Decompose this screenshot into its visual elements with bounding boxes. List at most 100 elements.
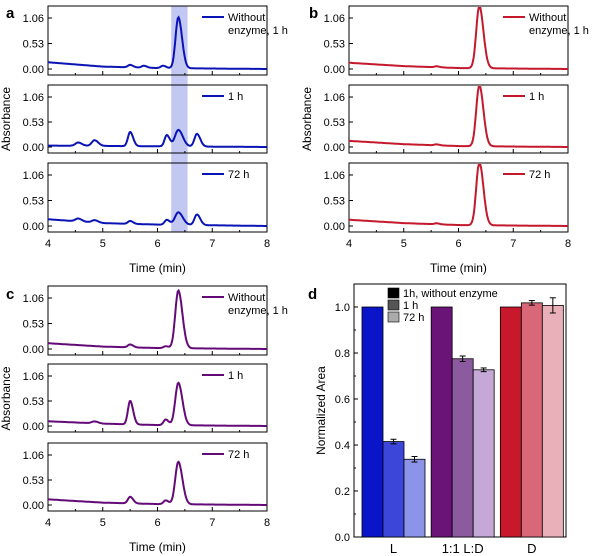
y-tick-label: 0.53 bbox=[324, 39, 345, 51]
panel-label: a bbox=[6, 5, 15, 22]
legend-label: 1 h bbox=[228, 370, 243, 382]
legend-label: 72 h bbox=[228, 449, 249, 461]
panel-label: d bbox=[308, 286, 317, 303]
y-tick-label: 0.00 bbox=[23, 421, 44, 433]
x-tick-label: 5 bbox=[100, 517, 106, 529]
bar bbox=[361, 306, 384, 538]
y-axis-title: Normalized Area bbox=[314, 366, 328, 455]
bar bbox=[430, 306, 453, 538]
y-tick-label: 0.53 bbox=[23, 396, 44, 408]
y-tick-label: 1.06 bbox=[23, 293, 44, 305]
y-tick-label: 0.53 bbox=[23, 319, 44, 331]
x-tick-label: 7 bbox=[209, 517, 215, 529]
x-tick-label: 8 bbox=[565, 238, 571, 250]
series-line bbox=[48, 15, 267, 70]
x-tick-label: 8 bbox=[264, 517, 270, 529]
series-line bbox=[48, 211, 267, 227]
x-tick-label: 7 bbox=[510, 238, 516, 250]
series-line bbox=[348, 164, 568, 227]
bar bbox=[520, 302, 543, 538]
series-line bbox=[48, 381, 267, 427]
legend-label: Without bbox=[228, 292, 265, 304]
x-tick-label: 6 bbox=[154, 517, 160, 529]
y-tick-label: 0.00 bbox=[23, 221, 44, 233]
y-tick-label: 1.06 bbox=[23, 450, 44, 462]
y-tick-label: 0.53 bbox=[324, 117, 345, 129]
y-tick-label: 0.00 bbox=[324, 64, 345, 76]
legend-label: enzyme, 1 h bbox=[228, 305, 288, 317]
y-tick-label: 0.4 bbox=[335, 440, 350, 452]
y-tick-label: 1.06 bbox=[23, 170, 44, 182]
y-tick-label: 0.00 bbox=[324, 142, 345, 154]
x-tick-label: 5 bbox=[401, 238, 407, 250]
subplot-2: 0.00 0.53 1.06 1 h bbox=[324, 84, 569, 154]
x-axis-title: Time (min) bbox=[430, 261, 487, 275]
legend-label: 1 h bbox=[228, 91, 243, 103]
y-tick-label: 1.06 bbox=[324, 92, 345, 104]
y-tick-label: 0.00 bbox=[23, 344, 44, 356]
legend-swatch bbox=[387, 299, 400, 311]
y-axis-title: Absorbance bbox=[0, 87, 13, 151]
panel-d: d 0.0 0.2 0.4 0.6 0.8 1.0 Normalized Area L 1:1 L… bbox=[308, 283, 567, 556]
series-line bbox=[47, 288, 267, 350]
legend-label: enzyme, 1 h bbox=[228, 25, 288, 37]
category-label: L bbox=[390, 541, 397, 556]
x-tick-label: 5 bbox=[100, 238, 106, 250]
y-tick-label: 1.06 bbox=[23, 92, 44, 104]
y-tick-label: 0.2 bbox=[335, 486, 350, 498]
legend-label: Without bbox=[529, 12, 566, 24]
category-label: D bbox=[527, 541, 536, 556]
subplot-3: 0.00 0.53 1.06 72 h bbox=[324, 162, 569, 233]
x-tick-label: 4 bbox=[45, 517, 51, 529]
y-tick-label: 0.53 bbox=[23, 475, 44, 487]
x-tick-label: 6 bbox=[455, 238, 461, 250]
series-line bbox=[348, 7, 568, 70]
highlight-band bbox=[171, 6, 188, 232]
bar bbox=[403, 458, 426, 538]
panel-label: b bbox=[309, 5, 318, 22]
series-line bbox=[47, 460, 267, 506]
y-axis-title: Absorbance bbox=[300, 87, 314, 151]
y-tick-label: 0.53 bbox=[324, 196, 345, 208]
x-tick-label: 6 bbox=[154, 238, 160, 250]
y-tick-label: 0.00 bbox=[23, 500, 44, 512]
legend-label: 72 h bbox=[529, 169, 550, 181]
bar bbox=[472, 369, 495, 538]
subplot-2: 0.00 0.53 1.06 1 h bbox=[23, 84, 268, 154]
legend-label: 72 h bbox=[403, 312, 424, 324]
legend-swatch bbox=[387, 311, 400, 323]
y-tick-label: 1.06 bbox=[324, 13, 345, 25]
x-axis-title: Time (min) bbox=[129, 261, 186, 275]
y-tick-label: 1.06 bbox=[23, 13, 44, 25]
legend-label: 1h, without enzyme bbox=[403, 288, 498, 300]
bar bbox=[451, 358, 474, 538]
subplot-3: 0.00 0.53 1.06 72 h bbox=[23, 442, 268, 512]
x-tick-label: 7 bbox=[209, 238, 215, 250]
x-tick-label: 4 bbox=[346, 238, 352, 250]
y-tick-label: 0.53 bbox=[23, 39, 44, 51]
y-tick-label: 0.53 bbox=[23, 196, 44, 208]
y-tick-label: 0.8 bbox=[335, 348, 350, 360]
legend-swatch bbox=[387, 287, 400, 299]
y-tick-label: 1.0 bbox=[335, 302, 350, 314]
legend-label: 1 h bbox=[403, 300, 418, 312]
x-tick-label: 8 bbox=[264, 238, 270, 250]
y-tick-label: 0.0 bbox=[335, 532, 350, 544]
panel-label: c bbox=[6, 286, 14, 303]
y-tick-label: 0.53 bbox=[23, 117, 44, 129]
legend-label: enzyme, 1 h bbox=[529, 25, 589, 37]
y-tick-label: 1.06 bbox=[23, 371, 44, 383]
category-label: 1:1 L:D bbox=[442, 541, 484, 556]
y-axis-title: Absorbance bbox=[0, 366, 13, 430]
x-tick-label: 4 bbox=[45, 238, 51, 250]
legend-label: 1 h bbox=[529, 91, 544, 103]
x-axis-title: Time (min) bbox=[129, 540, 186, 554]
y-tick-label: 0.00 bbox=[324, 221, 345, 233]
y-tick-label: 1.06 bbox=[324, 170, 345, 182]
